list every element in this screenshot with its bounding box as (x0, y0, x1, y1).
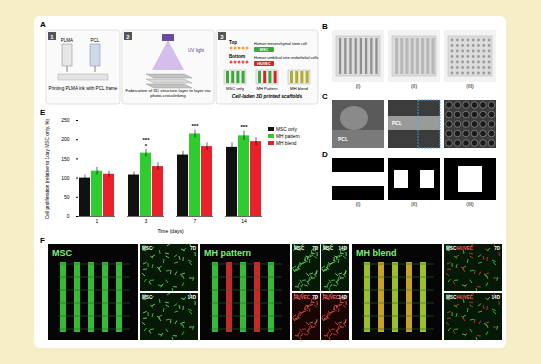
svg-text:MSC: MSC (294, 246, 305, 251)
svg-text:7D: 7D (190, 246, 197, 251)
svg-text:***: *** (142, 137, 150, 143)
html-text:B: B (322, 22, 328, 31)
html-text:Cell proliferation (relative t: Cell proliferation (relative to 1day MSC… (45, 118, 50, 220)
svg-text:Time (days): Time (days) (157, 228, 184, 234)
svg-text:1: 1 (50, 34, 54, 40)
svg-text:MSC: MSC (142, 295, 153, 300)
html-text:E: E (40, 108, 46, 117)
svg-text:HUVEC: HUVEC (323, 295, 340, 300)
svg-text:100: 100 (61, 175, 70, 181)
html-text:(II): (II) (410, 201, 417, 207)
svg-text:14D: 14D (492, 295, 501, 300)
svg-text:HUVEC: HUVEC (294, 295, 311, 300)
svg-text:***: *** (191, 123, 199, 129)
html-text:F: F (40, 236, 45, 245)
html-text:(II): (II) (410, 83, 417, 89)
svg-text:MH blend: MH blend (290, 86, 309, 91)
html-text:(III): (III) (466, 201, 474, 207)
svg-text:7D: 7D (312, 295, 319, 300)
svg-text:HUVEC: HUVEC (257, 62, 271, 66)
svg-text:200: 200 (61, 136, 70, 142)
html-text:C: C (322, 92, 328, 101)
svg-text:*: * (145, 143, 148, 149)
svg-text:Human umbilical vein endotheli: Human umbilical vein endothelial cells (254, 56, 318, 60)
html-text:MSC only: MSC only (276, 127, 297, 132)
svg-text:3: 3 (145, 218, 148, 224)
svg-text:MH pattern: MH pattern (204, 248, 251, 258)
svg-text:MH Pattern: MH Pattern (256, 86, 278, 91)
svg-text:***: *** (240, 124, 248, 130)
html-text:(I): (I) (355, 201, 361, 207)
html-text:(I): (I) (355, 83, 361, 89)
svg-text:Bottom: Bottom (229, 54, 245, 59)
svg-text:HUVEC: HUVEC (457, 295, 474, 300)
html-text:(III): (III) (466, 83, 474, 89)
html-text:MH pattern: MH pattern (276, 134, 300, 139)
svg-text:MSC: MSC (323, 246, 334, 251)
svg-text:14: 14 (241, 218, 247, 224)
html-text:D: D (322, 150, 328, 159)
svg-text:50: 50 (64, 194, 70, 200)
html-text:PCL: PCL (338, 136, 348, 142)
svg-text:1: 1 (96, 218, 99, 224)
svg-text:MSC: MSC (446, 246, 457, 251)
svg-text:Top: Top (229, 40, 237, 45)
svg-text:MSC: MSC (52, 248, 73, 258)
svg-text:MSC: MSC (142, 246, 153, 251)
svg-text:3: 3 (220, 34, 224, 40)
svg-text:14D: 14D (339, 295, 348, 300)
svg-text:UV light: UV light (188, 48, 205, 53)
svg-text:2: 2 (126, 34, 130, 40)
svg-text:150: 150 (61, 156, 70, 162)
svg-text:MH blend: MH blend (356, 248, 397, 258)
html-text:PCL: PCL (392, 120, 402, 126)
html-text:A: A (40, 20, 46, 29)
svg-text:Human mesenchymal stem cell: Human mesenchymal stem cell (254, 42, 307, 46)
svg-text:PCL: PCL (91, 38, 100, 43)
svg-text:MSC only: MSC only (226, 86, 245, 91)
html-text:Fabrication of 3D structure la: Fabrication of 3D structure layer to lay… (125, 88, 211, 98)
svg-text:MSC: MSC (446, 295, 457, 300)
svg-text:250: 250 (61, 117, 70, 123)
svg-text:7D: 7D (494, 246, 501, 251)
html-text:Printing PLMA ink with PCL fra: Printing PLMA ink with PCL frame (48, 86, 118, 91)
svg-text:7: 7 (194, 218, 197, 224)
html-text:MH blend: MH blend (276, 141, 297, 146)
svg-text:HUVEC: HUVEC (457, 246, 474, 251)
html-text:Cell-laden 3D printed scaffold: Cell-laden 3D printed scaffolds (231, 94, 303, 99)
svg-text:14D: 14D (339, 246, 348, 251)
svg-text:14D: 14D (188, 295, 197, 300)
svg-text:0: 0 (67, 213, 70, 219)
svg-text:7D: 7D (312, 246, 319, 251)
svg-text:PLMA: PLMA (61, 38, 73, 43)
svg-text:MSC: MSC (260, 48, 269, 52)
